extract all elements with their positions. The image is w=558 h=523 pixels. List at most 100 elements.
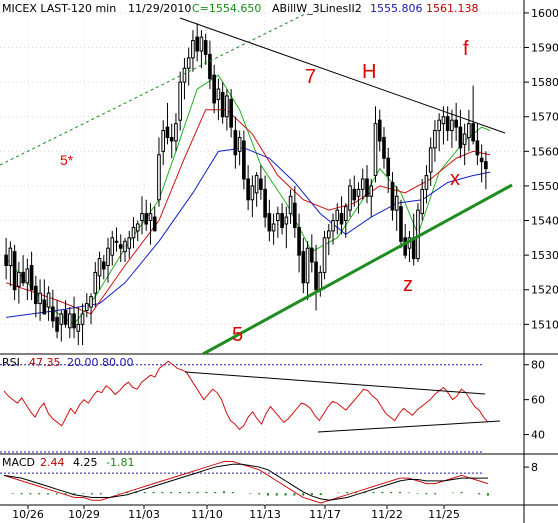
rsi-line bbox=[3, 360, 489, 430]
candle bbox=[216, 78, 221, 121]
date-tick-label: 10/26 bbox=[12, 508, 44, 521]
candle-body bbox=[182, 67, 187, 83]
candle-body bbox=[97, 258, 102, 277]
candle-body bbox=[373, 123, 378, 177]
candle-body bbox=[343, 206, 348, 222]
rsi-series bbox=[3, 360, 489, 430]
candle-body bbox=[106, 247, 110, 266]
macd-header-value-2: 4.25 bbox=[73, 456, 98, 469]
price-tick-label: 1510 bbox=[531, 318, 558, 331]
candle bbox=[437, 113, 441, 152]
candle-body bbox=[161, 130, 166, 152]
candle-body bbox=[267, 213, 272, 232]
candle-body bbox=[314, 261, 318, 291]
candle bbox=[433, 120, 437, 162]
candle bbox=[21, 255, 25, 287]
candle-body bbox=[178, 81, 183, 121]
candle bbox=[106, 237, 110, 283]
candle bbox=[369, 179, 374, 218]
price-tick-label: 1550 bbox=[531, 180, 558, 193]
candle bbox=[182, 57, 187, 100]
price-tick-label: 1590 bbox=[531, 42, 558, 55]
candle bbox=[191, 30, 195, 72]
candle-body bbox=[301, 251, 306, 284]
candle-body bbox=[84, 303, 89, 311]
candle-body bbox=[293, 202, 297, 228]
candle bbox=[76, 307, 81, 346]
rsi-lower-trendline bbox=[317, 420, 501, 433]
candle bbox=[237, 130, 242, 166]
candle-body bbox=[305, 247, 310, 284]
candle bbox=[169, 123, 174, 159]
candle bbox=[72, 296, 76, 339]
candle bbox=[284, 206, 289, 249]
candle-body bbox=[152, 216, 157, 232]
candle-body bbox=[237, 136, 242, 152]
date-tick-label: 11/25 bbox=[428, 508, 460, 521]
candle-body bbox=[29, 265, 34, 291]
candle-body bbox=[174, 123, 178, 142]
candle bbox=[8, 241, 13, 287]
candle-body bbox=[369, 185, 374, 197]
candle bbox=[479, 144, 484, 183]
candle bbox=[458, 109, 463, 159]
candle-body bbox=[8, 247, 13, 266]
candle bbox=[118, 234, 123, 263]
candle bbox=[152, 206, 157, 232]
macd-header-name: MACD bbox=[2, 456, 35, 469]
candle-body bbox=[191, 40, 195, 59]
candle-body bbox=[76, 323, 81, 332]
candle-body bbox=[352, 188, 357, 201]
macd-signal-line bbox=[3, 463, 488, 501]
candle-body bbox=[246, 178, 250, 201]
candle bbox=[84, 293, 89, 318]
candle bbox=[450, 109, 454, 148]
rsi-header-value: 47.35 bbox=[29, 356, 61, 369]
candle-body bbox=[462, 133, 467, 145]
candle-body bbox=[17, 271, 21, 287]
candle-body bbox=[322, 237, 327, 273]
candle-body bbox=[42, 299, 47, 315]
candle bbox=[263, 175, 267, 228]
candle-body bbox=[467, 123, 471, 138]
annotation-x: x bbox=[450, 168, 460, 190]
candle-body bbox=[203, 40, 208, 55]
candle bbox=[475, 123, 480, 166]
candle bbox=[365, 165, 369, 204]
candle-body bbox=[377, 119, 382, 142]
candle-body bbox=[46, 292, 51, 308]
candle bbox=[46, 286, 51, 321]
candle bbox=[233, 116, 238, 169]
candle bbox=[127, 230, 132, 259]
candle-body bbox=[195, 36, 199, 52]
candle bbox=[420, 179, 425, 221]
candle-body bbox=[428, 147, 433, 173]
candle bbox=[293, 185, 297, 238]
candle-body bbox=[297, 226, 301, 256]
candle-body bbox=[157, 154, 161, 201]
candle-body bbox=[441, 116, 446, 125]
candle bbox=[259, 165, 263, 200]
candle-body bbox=[263, 188, 267, 218]
candle bbox=[309, 234, 314, 273]
macd-line bbox=[3, 461, 489, 504]
candle-body bbox=[131, 226, 136, 239]
candle-body bbox=[220, 92, 225, 118]
price-header-value-1: 1555.806 bbox=[370, 2, 423, 15]
candle bbox=[148, 203, 153, 245]
candle bbox=[135, 220, 140, 242]
candle bbox=[242, 130, 246, 190]
candle bbox=[114, 227, 119, 252]
candle-body bbox=[450, 119, 454, 132]
candle-body bbox=[127, 237, 132, 249]
candle bbox=[301, 237, 306, 294]
candle bbox=[250, 175, 255, 218]
candle-body bbox=[254, 175, 259, 194]
candle bbox=[67, 307, 72, 339]
candle-body bbox=[335, 209, 340, 222]
candle bbox=[343, 203, 348, 238]
candle bbox=[165, 102, 170, 145]
candle-body bbox=[437, 119, 441, 132]
rsi-header-level-1: 20.00 bbox=[67, 356, 99, 369]
